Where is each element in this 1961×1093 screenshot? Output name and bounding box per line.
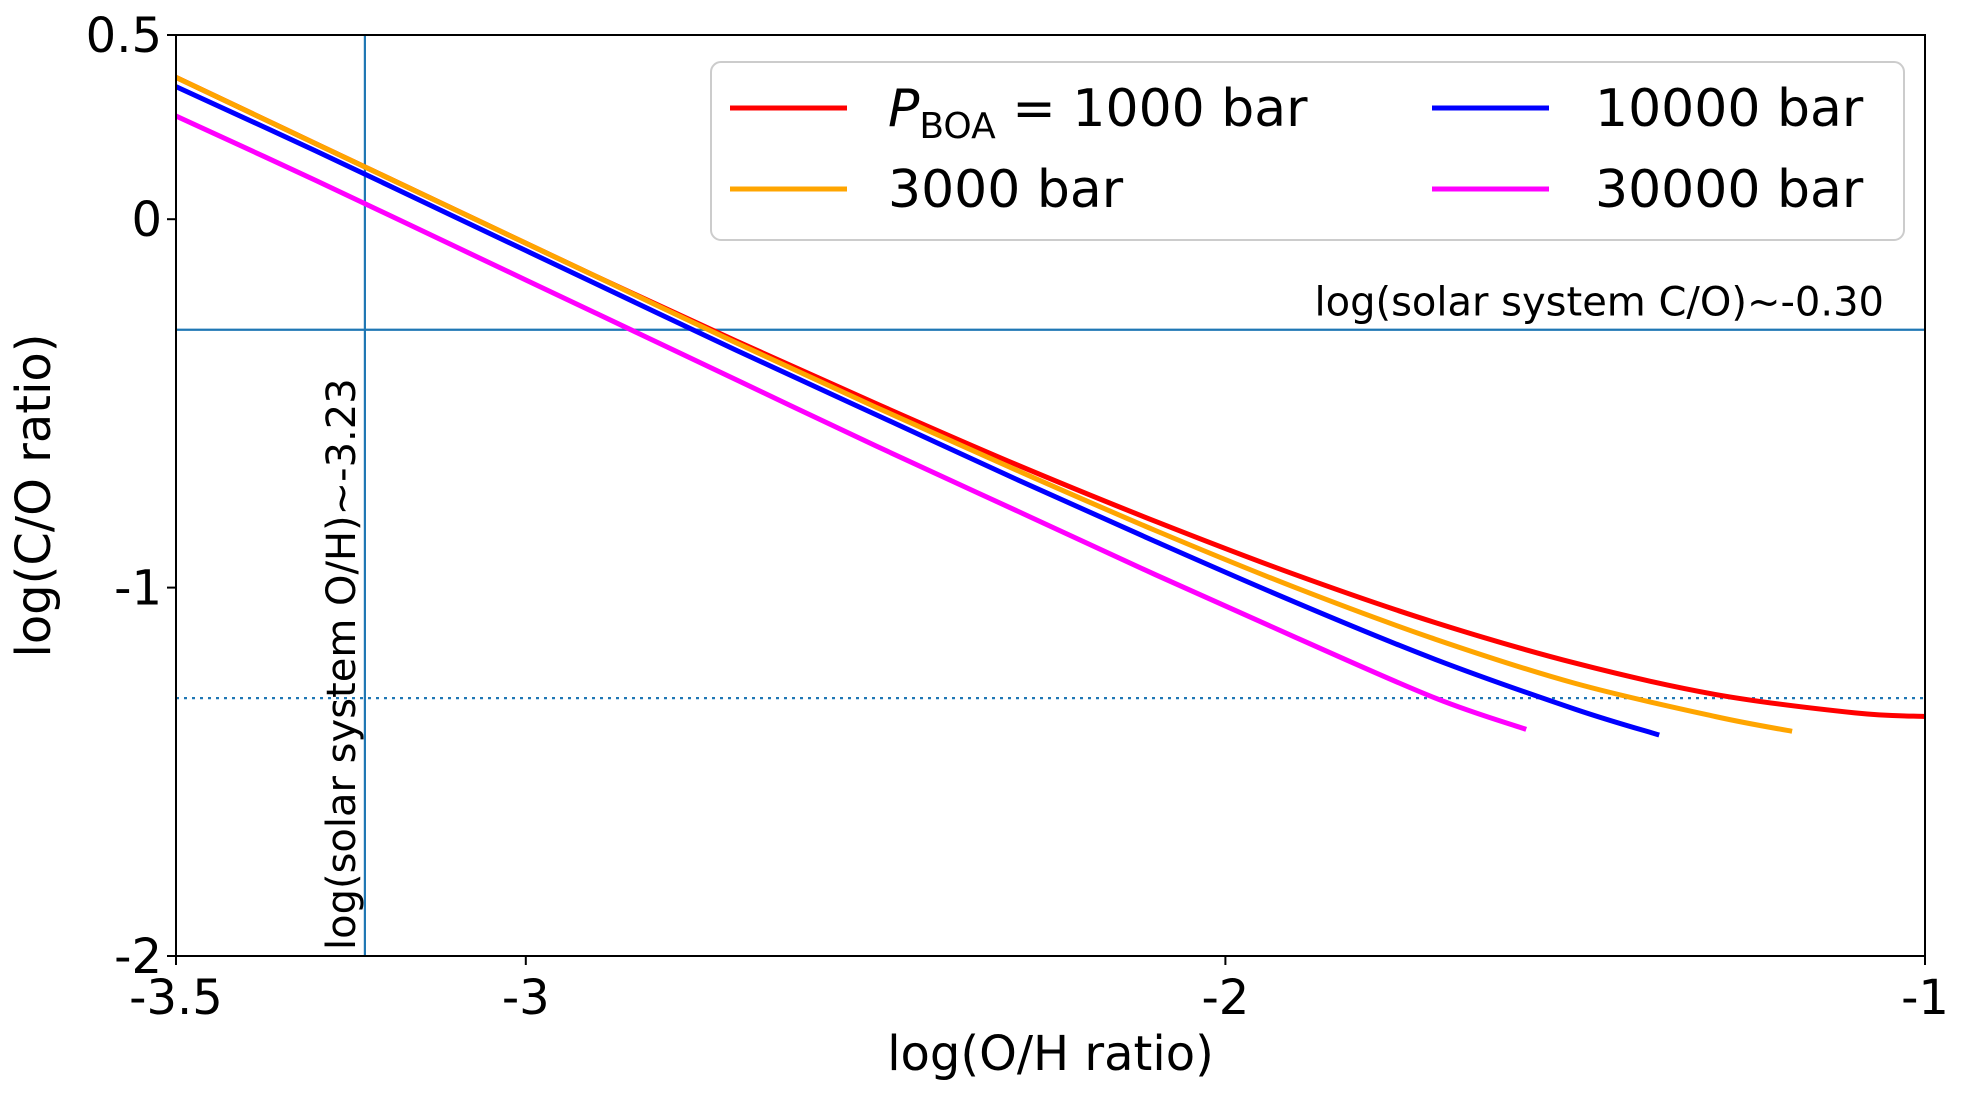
series-line-30000-bar — [176, 113, 1528, 732]
legend: PBOA = 1000 bar 3000 bar 10000 bar 30000 ba… — [710, 61, 1905, 241]
series-line-3000-bar — [176, 75, 1793, 734]
x-tick-label: -3 — [502, 970, 550, 1026]
plot-frame — [175, 34, 1926, 957]
series-line-10000-bar — [176, 84, 1660, 738]
axis-ticks: log(solar system O/H)~-3.23 log(solar sys… — [86, 8, 1949, 1026]
x-tick-label: -2 — [1201, 970, 1249, 1026]
x-axis-label: log(O/H ratio) — [887, 1026, 1214, 1082]
y-tick-label: -2 — [114, 929, 162, 985]
y-axis-label: log(C/O ratio) — [6, 333, 62, 657]
legend-label: 10000 bar — [1595, 79, 1864, 139]
legend-entry-30000-bar: 30000 bar — [1432, 160, 1864, 220]
legend-label: 30000 bar — [1595, 160, 1864, 220]
y-tick-label: -1 — [114, 561, 162, 617]
legend-entry-10000-bar: 10000 bar — [1432, 79, 1864, 139]
annotation-solar-oh: log(solar system O/H)~-3.23 — [319, 378, 365, 950]
x-tick-label: -1 — [1901, 970, 1949, 1026]
annotation-solar-co: log(solar system C/O)~-0.30 — [1314, 280, 1884, 326]
legend-label: PBOA = 1000 bar — [888, 79, 1308, 147]
legend-entry-3000-bar: 3000 bar — [730, 160, 1124, 220]
y-tick-label: 0.5 — [86, 8, 162, 64]
legend-entry-1000-bar: PBOA = 1000 bar — [730, 79, 1308, 147]
plot-area — [176, 35, 1925, 956]
legend-label: 3000 bar — [888, 160, 1124, 220]
x-tick-label: -3.5 — [129, 970, 223, 1026]
legend-box — [710, 61, 1905, 241]
y-tick-label: 0 — [131, 192, 162, 248]
